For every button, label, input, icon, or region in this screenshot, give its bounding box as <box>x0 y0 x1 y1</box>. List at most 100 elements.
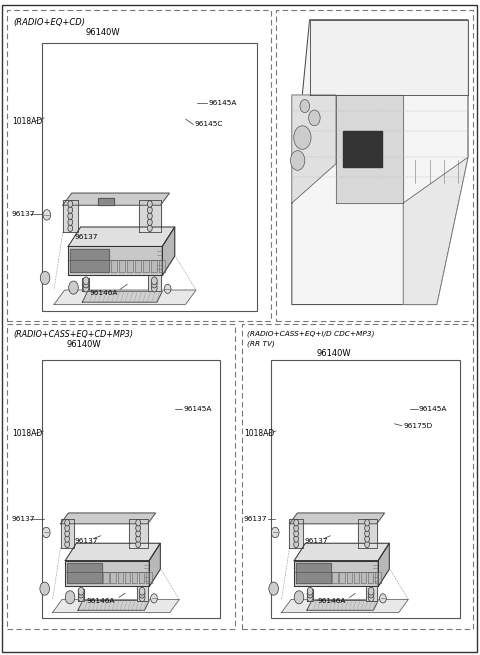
Circle shape <box>294 126 311 149</box>
Bar <box>42 43 257 311</box>
Polygon shape <box>332 572 338 583</box>
Polygon shape <box>60 519 74 548</box>
Circle shape <box>365 541 370 548</box>
Polygon shape <box>289 513 384 524</box>
Circle shape <box>290 151 305 170</box>
Circle shape <box>151 594 157 603</box>
Circle shape <box>139 594 145 602</box>
Text: (RR TV): (RR TV) <box>247 341 275 347</box>
Polygon shape <box>282 599 408 612</box>
Polygon shape <box>339 572 345 583</box>
Polygon shape <box>60 513 156 524</box>
Circle shape <box>68 225 72 231</box>
Circle shape <box>309 110 320 126</box>
Circle shape <box>368 590 374 598</box>
Polygon shape <box>63 200 78 232</box>
Circle shape <box>365 531 370 537</box>
Text: 1018AD: 1018AD <box>244 429 274 438</box>
Text: 96146A: 96146A <box>86 598 115 605</box>
Circle shape <box>151 277 157 285</box>
Polygon shape <box>307 601 378 610</box>
Polygon shape <box>103 572 109 583</box>
Polygon shape <box>83 291 162 302</box>
Polygon shape <box>289 519 303 548</box>
Circle shape <box>365 519 370 526</box>
Text: 96137: 96137 <box>12 211 36 217</box>
Circle shape <box>368 594 374 602</box>
Circle shape <box>147 225 152 231</box>
Polygon shape <box>151 260 157 272</box>
Polygon shape <box>292 20 468 305</box>
Circle shape <box>136 519 141 526</box>
Circle shape <box>151 280 157 288</box>
Polygon shape <box>70 249 109 272</box>
Circle shape <box>40 271 50 284</box>
Circle shape <box>68 200 72 207</box>
Circle shape <box>68 219 72 225</box>
Circle shape <box>294 519 299 526</box>
Text: 96145A: 96145A <box>419 406 447 413</box>
Polygon shape <box>294 561 378 586</box>
Circle shape <box>136 541 141 548</box>
Polygon shape <box>146 572 152 583</box>
Text: (RADIO+CASS+EQ+CD+MP3): (RADIO+CASS+EQ+CD+MP3) <box>13 329 133 339</box>
Circle shape <box>69 281 78 294</box>
Circle shape <box>365 525 370 531</box>
Circle shape <box>365 536 370 542</box>
Polygon shape <box>125 572 130 583</box>
Text: 96146A: 96146A <box>317 598 346 605</box>
Text: 96146A: 96146A <box>89 290 118 297</box>
Circle shape <box>65 531 70 537</box>
Circle shape <box>294 536 299 542</box>
Polygon shape <box>159 260 165 272</box>
Circle shape <box>136 536 141 542</box>
Polygon shape <box>78 589 84 601</box>
Text: 96140W: 96140W <box>86 28 120 37</box>
Circle shape <box>294 531 299 537</box>
Polygon shape <box>375 572 381 583</box>
Circle shape <box>43 210 51 220</box>
Polygon shape <box>347 572 352 583</box>
Circle shape <box>151 284 157 292</box>
Circle shape <box>65 541 70 548</box>
Circle shape <box>83 277 89 285</box>
Circle shape <box>78 594 84 602</box>
Circle shape <box>269 582 278 595</box>
Polygon shape <box>343 131 382 167</box>
Text: 96137: 96137 <box>244 515 267 522</box>
Polygon shape <box>296 563 331 583</box>
Polygon shape <box>63 193 169 205</box>
Bar <box>271 360 460 618</box>
Polygon shape <box>111 260 117 272</box>
Circle shape <box>368 588 374 595</box>
Polygon shape <box>135 260 141 272</box>
Text: 96145C: 96145C <box>194 121 223 128</box>
Circle shape <box>68 207 72 214</box>
Circle shape <box>147 213 152 219</box>
Text: 96137: 96137 <box>74 234 98 240</box>
Text: 1018AD: 1018AD <box>12 429 42 438</box>
Polygon shape <box>68 246 162 276</box>
Polygon shape <box>110 572 116 583</box>
Circle shape <box>65 519 70 526</box>
Circle shape <box>78 590 84 598</box>
Text: 96175D: 96175D <box>403 422 432 429</box>
Polygon shape <box>162 227 175 276</box>
Circle shape <box>294 541 299 548</box>
Polygon shape <box>53 599 180 612</box>
Polygon shape <box>368 572 373 583</box>
Circle shape <box>65 525 70 531</box>
Polygon shape <box>65 543 160 561</box>
Polygon shape <box>366 586 377 601</box>
Polygon shape <box>139 572 144 583</box>
Text: 1018AD: 1018AD <box>12 117 42 126</box>
Circle shape <box>83 280 89 288</box>
Circle shape <box>307 590 313 598</box>
Circle shape <box>380 594 386 603</box>
Polygon shape <box>127 260 133 272</box>
Polygon shape <box>310 20 468 95</box>
Text: (RADIO+EQ+CD): (RADIO+EQ+CD) <box>13 18 85 27</box>
Circle shape <box>294 591 304 604</box>
Circle shape <box>68 213 72 219</box>
Polygon shape <box>292 95 336 203</box>
